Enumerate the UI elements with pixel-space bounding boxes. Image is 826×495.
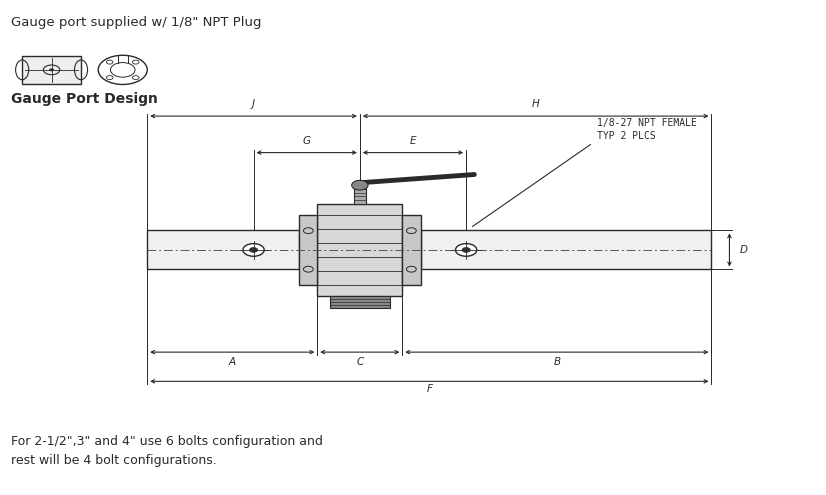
Text: A: A xyxy=(229,357,236,367)
Polygon shape xyxy=(421,231,711,269)
Text: J: J xyxy=(252,99,255,109)
Polygon shape xyxy=(298,215,317,285)
Text: H: H xyxy=(532,99,539,109)
Text: 1/8-27 NPT FEMALE
TYP 2 PLCS: 1/8-27 NPT FEMALE TYP 2 PLCS xyxy=(597,118,697,142)
Text: F: F xyxy=(426,384,432,394)
Polygon shape xyxy=(147,231,298,269)
Text: C: C xyxy=(356,357,363,367)
Text: Gauge Port Design: Gauge Port Design xyxy=(11,92,158,106)
Circle shape xyxy=(455,244,477,256)
Text: E: E xyxy=(410,136,416,147)
Polygon shape xyxy=(330,296,390,308)
Text: B: B xyxy=(553,357,561,367)
Text: D: D xyxy=(739,245,748,255)
Circle shape xyxy=(49,68,54,71)
Circle shape xyxy=(462,248,470,252)
Text: For 2-1/2",3" and 4" use 6 bolts configuration and
rest will be 4 bolt configura: For 2-1/2",3" and 4" use 6 bolts configu… xyxy=(11,435,323,467)
Circle shape xyxy=(243,244,264,256)
Polygon shape xyxy=(354,185,366,204)
Circle shape xyxy=(249,248,258,252)
Text: G: G xyxy=(302,136,311,147)
Polygon shape xyxy=(317,204,402,296)
Text: Gauge port supplied w/ 1/8" NPT Plug: Gauge port supplied w/ 1/8" NPT Plug xyxy=(11,16,261,29)
Circle shape xyxy=(352,180,368,190)
FancyBboxPatch shape xyxy=(22,56,81,84)
Polygon shape xyxy=(402,215,421,285)
